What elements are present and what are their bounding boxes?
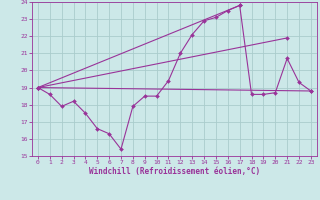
X-axis label: Windchill (Refroidissement éolien,°C): Windchill (Refroidissement éolien,°C) xyxy=(89,167,260,176)
